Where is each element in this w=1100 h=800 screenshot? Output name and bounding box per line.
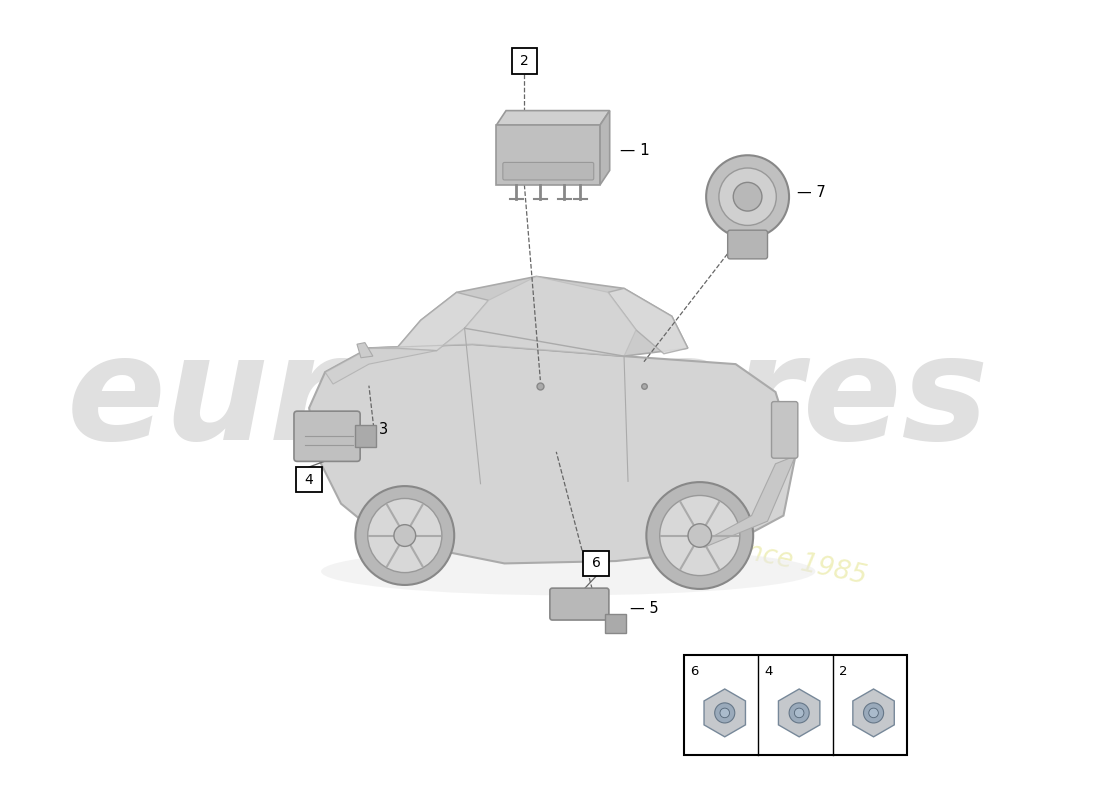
Text: eurospares: eurospares (67, 330, 990, 470)
Polygon shape (704, 456, 795, 547)
Polygon shape (779, 689, 820, 737)
Circle shape (720, 708, 729, 718)
Circle shape (394, 525, 416, 546)
Polygon shape (496, 110, 609, 125)
FancyBboxPatch shape (550, 588, 609, 620)
Text: 3: 3 (379, 422, 388, 437)
Polygon shape (358, 342, 373, 358)
Bar (684, 655, 908, 754)
Text: 6: 6 (690, 665, 698, 678)
FancyBboxPatch shape (728, 230, 768, 259)
Polygon shape (496, 125, 601, 185)
FancyBboxPatch shape (771, 402, 797, 458)
Circle shape (647, 482, 754, 589)
Circle shape (719, 168, 777, 226)
Circle shape (789, 703, 810, 723)
FancyBboxPatch shape (355, 425, 376, 447)
Text: 6: 6 (592, 557, 601, 570)
Polygon shape (368, 277, 688, 356)
Polygon shape (309, 344, 795, 563)
Polygon shape (608, 288, 688, 354)
Circle shape (715, 703, 735, 723)
Text: 2: 2 (839, 665, 847, 678)
Text: 4: 4 (764, 665, 773, 678)
Circle shape (864, 703, 883, 723)
Circle shape (660, 495, 740, 575)
Polygon shape (704, 689, 746, 737)
Bar (512, 49, 537, 74)
Text: a passion for parts since 1985: a passion for parts since 1985 (474, 482, 869, 590)
Text: — 7: — 7 (798, 186, 826, 200)
FancyBboxPatch shape (503, 162, 594, 180)
Circle shape (734, 182, 762, 211)
Polygon shape (397, 292, 488, 350)
Text: — 5: — 5 (630, 601, 659, 615)
Polygon shape (326, 348, 437, 384)
Ellipse shape (321, 547, 815, 595)
Circle shape (355, 486, 454, 585)
Polygon shape (852, 689, 894, 737)
Bar (296, 467, 322, 493)
Circle shape (688, 524, 712, 547)
Circle shape (869, 708, 878, 718)
Circle shape (367, 498, 442, 573)
FancyBboxPatch shape (294, 411, 360, 462)
Circle shape (706, 155, 789, 238)
Circle shape (794, 708, 804, 718)
Polygon shape (368, 277, 636, 356)
Text: 2: 2 (520, 54, 529, 68)
Text: 4: 4 (305, 473, 314, 486)
Polygon shape (601, 110, 609, 185)
Text: — 1: — 1 (620, 143, 650, 158)
FancyBboxPatch shape (605, 614, 626, 633)
Bar (583, 550, 609, 576)
